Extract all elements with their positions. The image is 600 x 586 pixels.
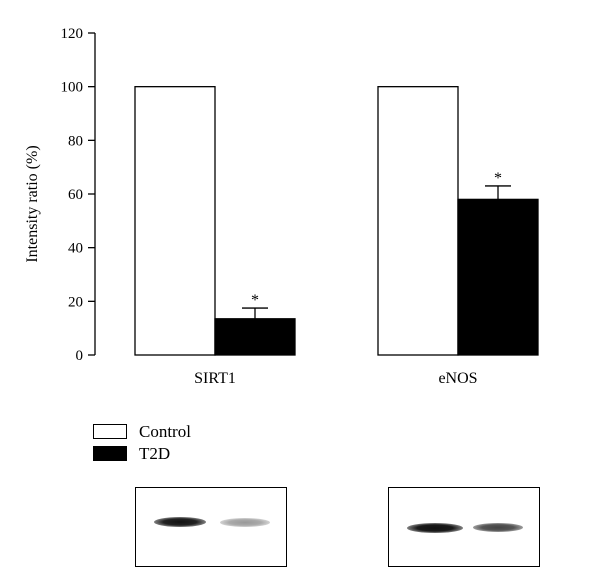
legend-label-t2d: T2D (139, 444, 171, 463)
y-tick-label: 100 (61, 80, 84, 96)
y-tick-label: 80 (68, 133, 83, 149)
y-tick-label: 120 (61, 26, 84, 42)
legend-swatch-t2d (93, 446, 127, 461)
y-tick-label: 60 (68, 187, 83, 203)
legend-swatch-control (93, 424, 127, 439)
blot-band-enos-t2d (473, 523, 523, 532)
blot-band-sirt1-t2d (220, 518, 270, 527)
bar-sirt1-control (134, 86, 216, 356)
blot-band-sirt1-control (154, 517, 206, 527)
x-category-label: eNOS (438, 370, 477, 387)
significance-marker: * (251, 292, 259, 309)
western-blot-enos (388, 487, 540, 567)
bar-chart: 0 20 40 60 80 100 120 Intensity ratio (%) * SIRT1… (24, 26, 539, 387)
x-category-label: SIRT1 (194, 370, 236, 387)
blot-band-enos-control (407, 523, 463, 533)
y-tick-label: 40 (68, 241, 83, 257)
legend-label-control: Control (139, 422, 191, 441)
y-axis-label: Intensity ratio (%) (24, 145, 41, 262)
western-blot-sirt1 (135, 487, 287, 567)
bar-sirt1-t2d (214, 318, 296, 356)
y-tick-label: 20 (68, 294, 83, 310)
y-tick-label: 0 (76, 348, 84, 364)
bar-enos-control (377, 86, 459, 356)
bar-enos-t2d (457, 198, 539, 356)
significance-marker: * (494, 170, 502, 187)
